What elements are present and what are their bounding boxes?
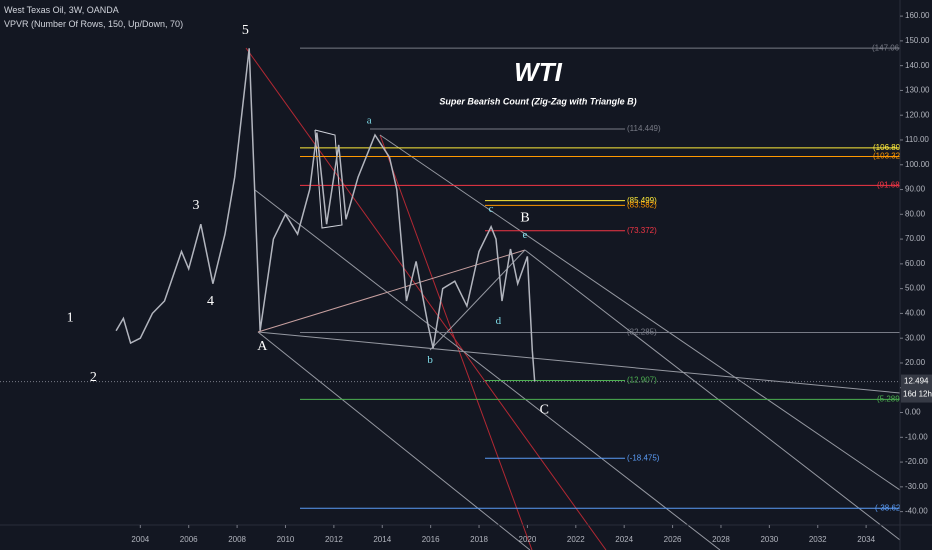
y-tick-label: 40.00 — [905, 309, 926, 318]
wave-label: 1 — [67, 311, 74, 326]
x-tick-label: 2026 — [664, 535, 682, 544]
trendline — [257, 249, 526, 333]
x-tick-label: 2018 — [470, 535, 488, 544]
fib-level-label: (103.324) — [873, 152, 908, 161]
x-tick-label: 2012 — [325, 535, 343, 544]
fib-level-label: (5.289) — [877, 395, 903, 404]
y-tick-label: -40.00 — [905, 507, 928, 516]
trendline — [379, 134, 533, 550]
fib-level-label: (73.372) — [627, 226, 657, 235]
wave-label: 3 — [192, 198, 199, 213]
x-tick-label: 2020 — [519, 535, 537, 544]
fib-level-label: (-38.624) — [875, 503, 908, 512]
y-tick-label: 30.00 — [905, 333, 926, 342]
wave-label: 4 — [207, 294, 214, 309]
x-tick-label: 2024 — [615, 535, 633, 544]
y-tick-label: 0.00 — [905, 408, 921, 417]
x-tick-label: 2014 — [373, 535, 391, 544]
wave-label: 2 — [90, 370, 97, 385]
price-line — [115, 48, 536, 382]
x-tick-label: 2008 — [228, 535, 246, 544]
x-tick-label: 2032 — [809, 535, 827, 544]
y-tick-label: 150.00 — [905, 36, 930, 45]
y-tick-label: 120.00 — [905, 110, 930, 119]
fib-level-label: (91.68) — [877, 180, 903, 189]
trendline — [245, 47, 607, 550]
x-tick-label: 2006 — [180, 535, 198, 544]
fib-level-label: (32.285) — [627, 328, 657, 337]
wave-label: 5 — [242, 23, 249, 38]
wave-label: A — [257, 339, 268, 354]
y-tick-label: 130.00 — [905, 86, 930, 95]
x-tick-label: 2028 — [712, 535, 730, 544]
wave-label: d — [496, 315, 502, 327]
trendline — [254, 189, 721, 550]
chart-title: WTI — [514, 57, 562, 87]
y-tick-label: -10.00 — [905, 432, 928, 441]
y-tick-label: -30.00 — [905, 482, 928, 491]
wave-label: e — [523, 229, 528, 241]
trendline — [257, 331, 901, 394]
last-price-tag — [901, 374, 932, 403]
symbol-header: West Texas Oil, 3W, OANDA — [4, 5, 119, 15]
fib-level-label: (83.582) — [627, 201, 657, 210]
y-tick-label: 90.00 — [905, 185, 926, 194]
levels: (147.067) (114.449) (106.807)(103.324) (91.… — [300, 43, 908, 512]
fib-level-label: (147.067) — [872, 43, 907, 52]
y-tick-label: 160.00 — [905, 11, 930, 20]
x-tick-label: 2016 — [422, 535, 440, 544]
wave-label: C — [540, 402, 549, 417]
wave-label: c — [489, 203, 494, 215]
trendline — [524, 249, 901, 541]
chart-subtitle: Super Bearish Count (Zig-Zag with Triang… — [439, 96, 636, 106]
y-tick-label: -20.00 — [905, 457, 928, 466]
y-tick-label: 70.00 — [905, 234, 926, 243]
x-tick-label: 2034 — [857, 535, 875, 544]
last-price-label: 12.494 — [904, 377, 929, 386]
y-tick-label: 140.00 — [905, 61, 930, 70]
trendlines — [245, 47, 901, 550]
wave-label: b — [427, 354, 433, 366]
fib-level-label: (85.499) — [627, 196, 657, 205]
x-tick-label: 2010 — [277, 535, 295, 544]
trendline — [257, 331, 531, 550]
price-axis-bg — [900, 0, 932, 550]
wave-label: B — [520, 210, 529, 225]
y-tick-label: 100.00 — [905, 160, 930, 169]
fib-level-label: (114.449) — [627, 124, 661, 133]
y-tick-label: 110.00 — [905, 135, 929, 144]
trendline — [429, 249, 526, 351]
trendline — [379, 134, 901, 491]
wave-label: a — [367, 114, 372, 126]
countdown-label: 16d 12h — [903, 390, 932, 399]
triangle-box — [314, 129, 343, 229]
y-tick-label: 80.00 — [905, 209, 926, 218]
fib-level-label: (12.907) — [627, 376, 657, 385]
x-tick-label: 2022 — [567, 535, 585, 544]
fib-level-label: (106.807) — [873, 143, 908, 152]
x-tick-label: 2030 — [760, 535, 778, 544]
x-tick-label: 2004 — [131, 535, 149, 544]
y-tick-label: 20.00 — [905, 358, 926, 367]
fib-level-label: (-18.475) — [627, 453, 660, 462]
y-tick-label: 50.00 — [905, 284, 926, 293]
indicator-header: VPVR (Number Of Rows, 150, Up/Down, 70) — [4, 19, 183, 29]
y-tick-label: 60.00 — [905, 259, 926, 268]
